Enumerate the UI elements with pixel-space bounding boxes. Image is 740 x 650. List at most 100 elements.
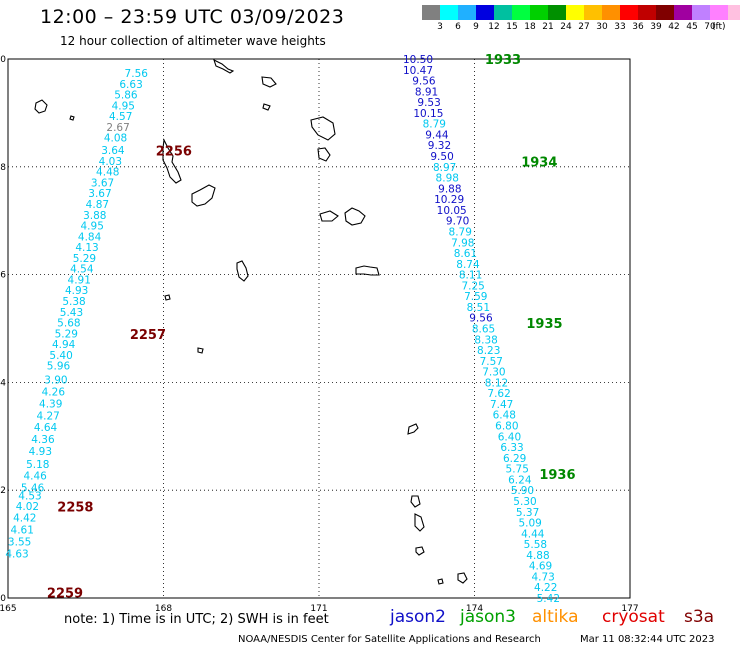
island-shape bbox=[236, 260, 249, 282]
swh-value: 4.69 bbox=[529, 561, 552, 573]
pass-time-label: 1933 bbox=[485, 53, 521, 68]
swh-value: 4.03 bbox=[99, 156, 122, 168]
swh-value: 9.32 bbox=[428, 140, 451, 152]
x-tick-label: 165 bbox=[0, 604, 17, 614]
island-shape bbox=[164, 294, 171, 301]
swh-value: 9.70 bbox=[446, 216, 469, 228]
swh-value: 7.56 bbox=[125, 68, 149, 80]
island-shape bbox=[262, 103, 271, 111]
swh-value: 5.29 bbox=[55, 328, 78, 340]
swh-tracks: 7.566.635.864.954.572.674.083.644.034.48… bbox=[5, 54, 560, 605]
swh-value: 8.65 bbox=[472, 324, 495, 336]
swh-value: 4.63 bbox=[5, 548, 28, 560]
swh-value: 8.98 bbox=[436, 173, 459, 185]
swh-value: 4.93 bbox=[29, 446, 52, 458]
swh-value: 9.53 bbox=[417, 97, 440, 109]
swh-value: 5.40 bbox=[49, 350, 72, 362]
swh-value: 4.84 bbox=[78, 231, 102, 243]
legend-unit: (ft) bbox=[712, 22, 726, 32]
map-subtitle: 12 hour collection of altimeter wave hei… bbox=[60, 34, 326, 48]
island-shape bbox=[310, 116, 336, 141]
swh-value: 4.61 bbox=[11, 525, 34, 537]
swh-value: 4.87 bbox=[86, 199, 109, 211]
legend-label: 15 bbox=[506, 22, 518, 32]
swh-value: 10.50 bbox=[403, 54, 433, 66]
swh-value: 4.88 bbox=[526, 550, 549, 562]
swh-value: 4.46 bbox=[23, 471, 47, 483]
swh-value: 5.68 bbox=[57, 318, 80, 330]
swh-value: 9.50 bbox=[430, 151, 453, 163]
x-tick-label: 177 bbox=[621, 604, 638, 614]
legend-swatch bbox=[602, 5, 620, 20]
swh-value: 6.29 bbox=[503, 453, 526, 465]
x-tick-label: 168 bbox=[155, 604, 172, 614]
legend-swatch bbox=[422, 5, 440, 20]
pass-time-label: 1934 bbox=[521, 155, 557, 170]
legend-swatch bbox=[710, 5, 728, 20]
swh-value: 4.91 bbox=[68, 274, 91, 286]
swh-value: 6.63 bbox=[119, 79, 142, 91]
island-shape bbox=[410, 495, 421, 508]
y-tick-label: 8 bbox=[0, 163, 6, 173]
swh-value: 5.43 bbox=[60, 307, 83, 319]
pass-time-label: 2259 bbox=[47, 587, 83, 602]
island-shape bbox=[197, 347, 204, 354]
swh-value: 8.23 bbox=[477, 345, 500, 357]
swh-value: 8.79 bbox=[423, 119, 446, 131]
swh-value: 4.94 bbox=[52, 339, 76, 351]
island-shape bbox=[162, 138, 182, 184]
legend-swatch bbox=[692, 5, 710, 20]
island-shape bbox=[437, 578, 444, 585]
swh-value: 4.64 bbox=[34, 422, 58, 434]
legend-label: 33 bbox=[614, 22, 626, 32]
swh-value: 5.18 bbox=[26, 459, 49, 471]
swh-value: 7.25 bbox=[461, 280, 484, 292]
swh-value: 8.61 bbox=[454, 248, 477, 260]
swh-value: 4.27 bbox=[36, 410, 59, 422]
island-shape bbox=[69, 115, 75, 121]
swh-value: 6.40 bbox=[498, 431, 521, 443]
swh-value: 7.47 bbox=[490, 399, 513, 411]
swh-value: 10.05 bbox=[437, 205, 467, 217]
swh-value: 7.30 bbox=[482, 367, 505, 379]
swh-value: 4.22 bbox=[534, 582, 557, 594]
legend-label: 30 bbox=[596, 22, 608, 32]
legend-swatch bbox=[530, 5, 548, 20]
legend-label: 18 bbox=[524, 22, 536, 32]
legend-swatch bbox=[584, 5, 602, 20]
swh-value: 4.02 bbox=[16, 501, 39, 513]
legend-swatch bbox=[440, 5, 458, 20]
swh-value: 4.73 bbox=[531, 571, 554, 583]
swh-value: 5.09 bbox=[518, 518, 541, 530]
island-shape bbox=[414, 513, 425, 532]
swh-value: 4.36 bbox=[31, 434, 55, 446]
swh-value: 9.88 bbox=[438, 183, 461, 195]
legend-label: 42 bbox=[668, 22, 680, 32]
swh-value: 6.80 bbox=[495, 421, 518, 433]
satellite-s3a: s3a bbox=[684, 607, 715, 627]
swh-value: 8.51 bbox=[467, 302, 490, 314]
legend-swatch bbox=[458, 5, 476, 20]
swh-value: 8.74 bbox=[456, 259, 480, 271]
swh-value: 4.95 bbox=[81, 221, 104, 233]
swh-value: 5.30 bbox=[513, 496, 536, 508]
legend-label: 45 bbox=[686, 22, 698, 32]
swh-value: 4.53 bbox=[18, 491, 41, 503]
swh-value: 8.38 bbox=[474, 334, 497, 346]
island-shape bbox=[261, 76, 277, 88]
satellite-cryosat: cryosat bbox=[602, 607, 665, 627]
swh-value: 7.62 bbox=[487, 388, 510, 400]
swh-value: 5.37 bbox=[516, 507, 539, 519]
legend-label: 27 bbox=[578, 22, 590, 32]
swh-value: 4.08 bbox=[104, 133, 127, 145]
swh-value: 7.59 bbox=[464, 291, 487, 303]
swh-value: 4.48 bbox=[96, 167, 119, 179]
color-legend: 3 6 9 12 15 18 21 24 27 30 33 36 39 42 45 70 bbox=[422, 5, 740, 32]
swh-value: 5.86 bbox=[114, 90, 138, 102]
credit-text: NOAA/NESDIS Center for Satellite Applica… bbox=[238, 634, 541, 645]
island-shape bbox=[34, 99, 48, 114]
swh-value: 10.29 bbox=[434, 194, 464, 206]
swh-value: 4.95 bbox=[112, 100, 135, 112]
swh-value: 4.93 bbox=[65, 285, 88, 297]
